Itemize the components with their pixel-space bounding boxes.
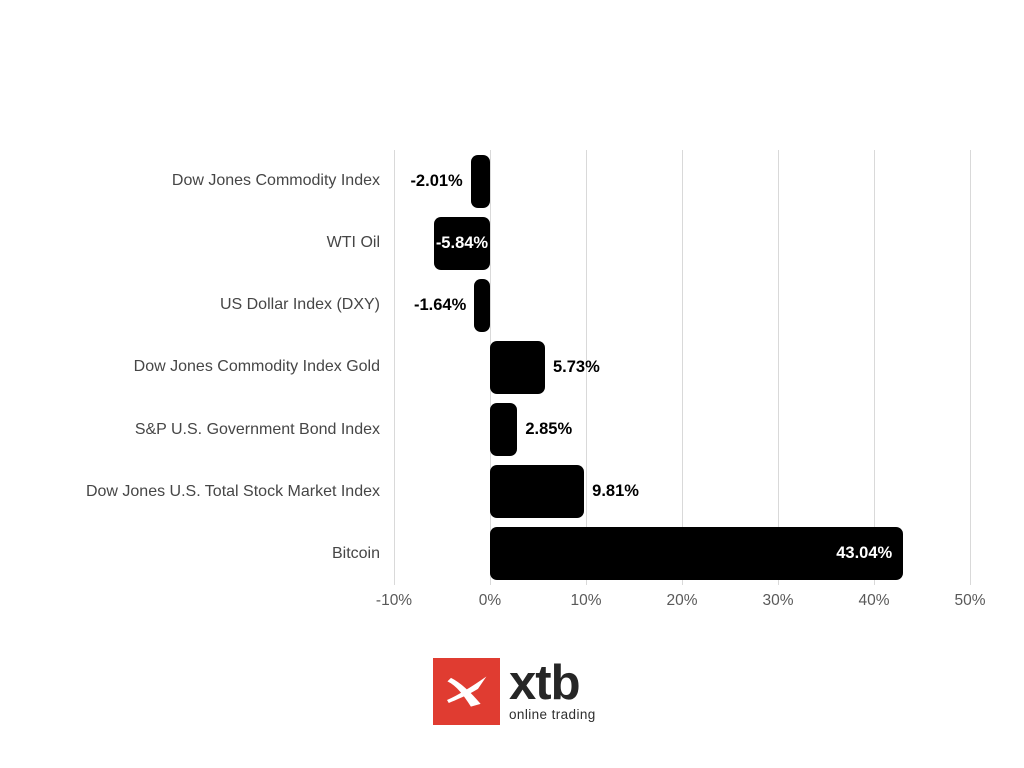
x-tick-label: 40% (858, 592, 890, 609)
plot-area: -2.01% -5.84% -1.64% 5.73% 2.85% 9.81% 43.04% (394, 150, 971, 585)
bar (490, 341, 545, 394)
xtb-logo: xtb online trading (433, 658, 596, 725)
gridline (970, 150, 971, 585)
x-tick-label: 0% (478, 592, 502, 609)
x-tick-label: 30% (762, 592, 794, 609)
category-label: WTI Oil (326, 234, 380, 252)
value-label: -1.64% (413, 295, 467, 314)
value-label: 5.73% (553, 358, 600, 376)
x-tick-label: 20% (666, 592, 698, 609)
xtb-x-icon (447, 676, 487, 707)
gridline (874, 150, 875, 585)
bar (490, 465, 585, 519)
category-label: Dow Jones U.S. Total Stock Market Index (85, 482, 380, 500)
category-label: Dow Jones Commodity Index Gold (133, 358, 380, 376)
category-label-column: Dow Jones Commodity Index WTI Oil US Dolla… (0, 150, 380, 585)
bar (490, 527, 904, 581)
value-label: 9.81% (592, 482, 639, 501)
x-tick-label: -10% (375, 592, 413, 609)
value-label: -2.01% (410, 171, 463, 190)
value-label: -5.84% (435, 233, 489, 252)
x-tick-label: 50% (954, 592, 986, 609)
category-label: US Dollar Index (DXY) (219, 296, 380, 314)
xtb-logo-text: xtb online trading (509, 658, 596, 723)
bar (470, 154, 490, 208)
value-label: 43.04% (836, 544, 893, 563)
bar (474, 278, 490, 332)
gridline (586, 150, 587, 585)
gridline (778, 150, 779, 585)
xtb-logo-mark (433, 658, 500, 725)
logo-brand-text: xtb (509, 656, 580, 710)
bar (433, 216, 490, 270)
category-label: S&P U.S. Government Bond Index (134, 420, 380, 438)
category-label: Dow Jones Commodity Index (171, 172, 380, 190)
x-tick-label: 10% (570, 592, 602, 609)
gridline (394, 150, 395, 585)
gridline (682, 150, 683, 585)
value-label: 2.85% (525, 420, 573, 439)
category-label: Bitcoin (331, 544, 380, 562)
x-axis: -10% 0% 10% 20% 30% 40% 50% (376, 592, 986, 614)
logo-tagline-text: online trading (509, 707, 596, 722)
bar (490, 403, 518, 457)
